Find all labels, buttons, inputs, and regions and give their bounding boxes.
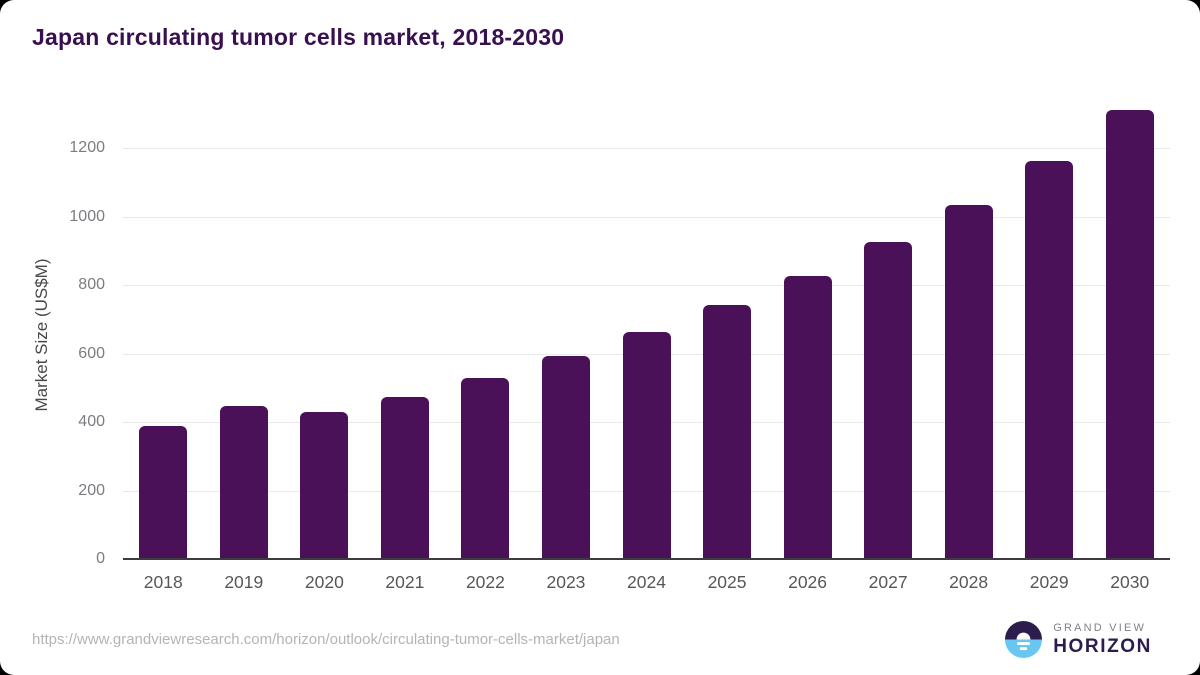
- bar-2021: [380, 397, 429, 559]
- bar-2028: [944, 204, 993, 559]
- x-tick-label: 2027: [868, 572, 908, 592]
- logo-brand-bottom: HORIZON: [1053, 635, 1152, 657]
- bar-2020: [300, 411, 349, 559]
- x-tick-label: 2022: [465, 572, 505, 592]
- x-tick-label: 2028: [949, 572, 989, 592]
- y-tick-label: 200: [78, 481, 105, 499]
- source-url: https://www.grandviewresearch.com/horizo…: [32, 631, 620, 648]
- y-tick-label: 1000: [69, 207, 105, 225]
- logo-brand-top: GRAND VIEW: [1053, 621, 1147, 634]
- bar-2022: [461, 377, 510, 559]
- x-tick-label: 2020: [304, 572, 344, 592]
- y-tick-label: 800: [78, 276, 105, 294]
- chart-title: Japan circulating tumor cells market, 20…: [32, 24, 565, 50]
- grid-line: [123, 216, 1170, 218]
- y-tick-label: 400: [78, 413, 105, 431]
- x-tick-label: 2019: [224, 572, 264, 592]
- y-axis-title: Market Size (US$M): [32, 258, 51, 412]
- x-tick-label: 2018: [143, 572, 183, 592]
- y-tick-label: 1200: [69, 139, 105, 157]
- x-tick-label: 2023: [546, 572, 586, 592]
- bar-2030: [1105, 109, 1154, 559]
- bar-2023: [541, 356, 590, 559]
- x-tick-label: 2030: [1110, 572, 1150, 592]
- grand-view-horizon-logo: GRAND VIEW HORIZON: [1005, 621, 1152, 658]
- bar-2024: [622, 332, 671, 559]
- grid-line: [123, 285, 1170, 287]
- x-tick-label: 2021: [385, 572, 425, 592]
- bar-2026: [783, 275, 832, 559]
- x-axis-line: [123, 558, 1170, 560]
- bar-2029: [1025, 161, 1074, 559]
- bar-2018: [139, 426, 188, 559]
- x-tick-label: 2024: [627, 572, 666, 592]
- grid-line: [123, 148, 1170, 150]
- x-tick-label: 2025: [707, 572, 747, 592]
- x-tick-label: 2029: [1029, 572, 1069, 592]
- bar-2027: [864, 241, 913, 559]
- x-tick-label: 2026: [788, 572, 828, 592]
- bar-2019: [219, 405, 268, 559]
- logo-text: GRAND VIEW HORIZON: [1053, 622, 1152, 658]
- bar-2025: [703, 305, 752, 559]
- horizon-logo-icon: [1005, 621, 1043, 658]
- y-tick-label: 0: [96, 550, 105, 567]
- y-tick-label: 600: [78, 344, 105, 362]
